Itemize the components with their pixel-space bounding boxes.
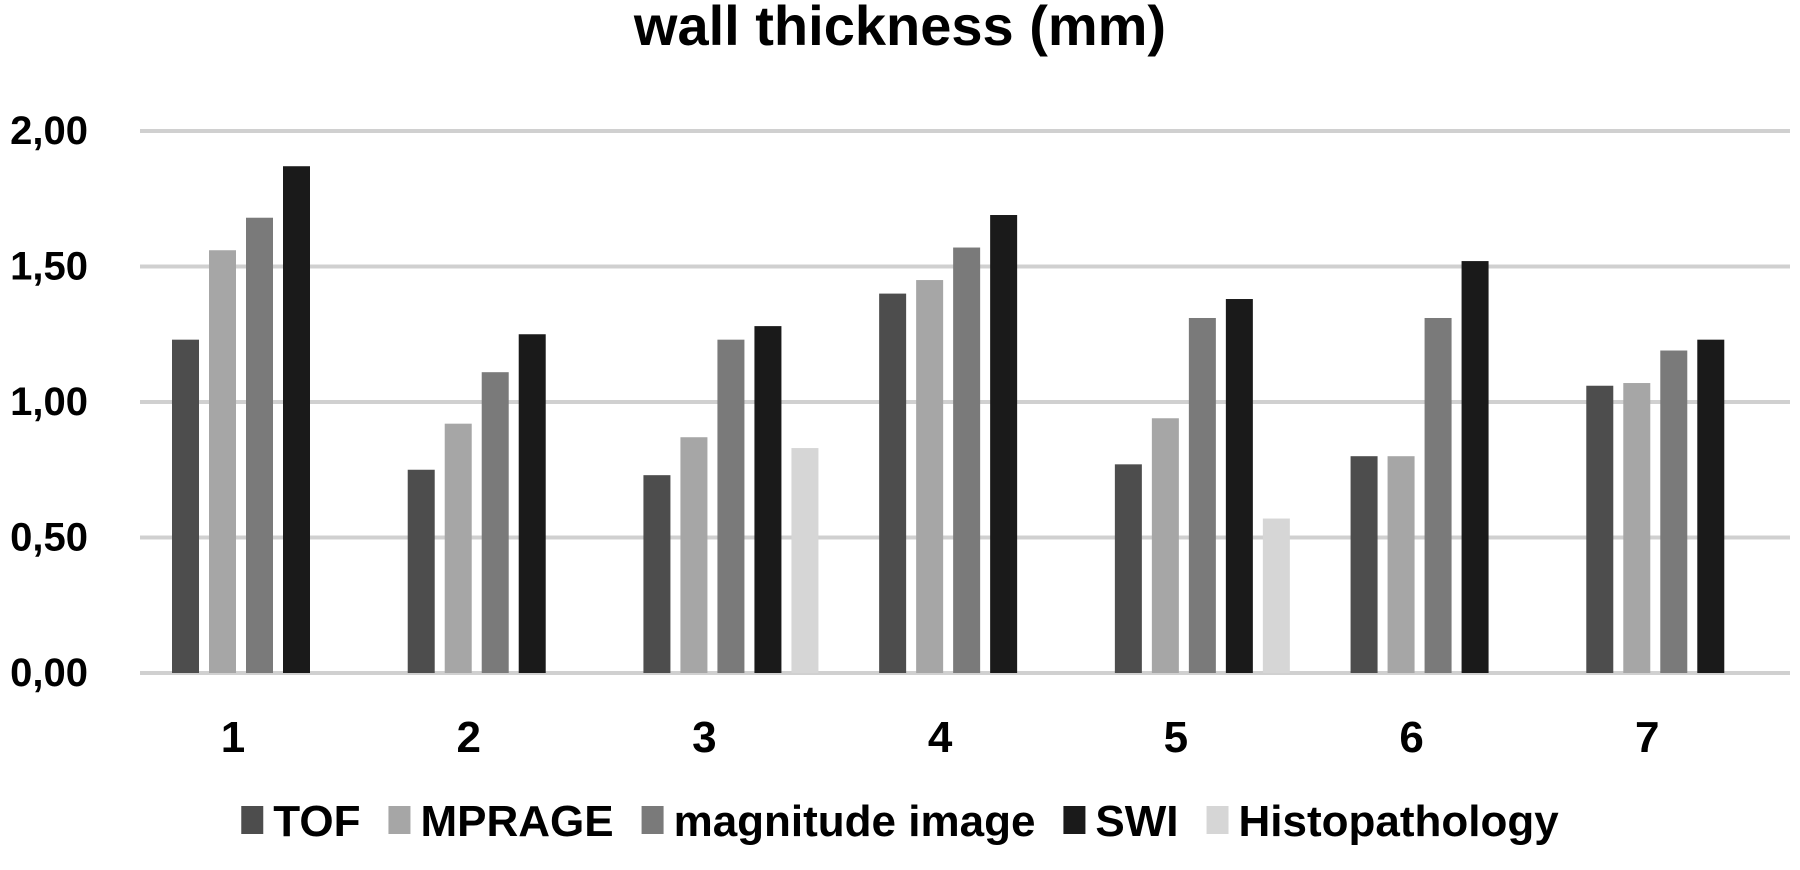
y-tick-label: 2,00 (10, 109, 88, 153)
x-tick-label: 3 (692, 713, 716, 762)
x-tick-label: 4 (928, 713, 953, 762)
bar-swi-1 (283, 166, 310, 674)
y-tick-label: 0,50 (10, 516, 88, 560)
bar-swi-4 (990, 215, 1018, 673)
legend-item-magnitude-image: magnitude image (641, 797, 1036, 846)
bar-mprage-2 (444, 423, 472, 673)
bar-tof-2 (407, 469, 435, 673)
bar-histopathology-3 (791, 448, 819, 673)
legend-swatch (1206, 806, 1229, 834)
bar-mprage-1 (209, 250, 236, 674)
chart-title: wall thickness (mm) (633, 0, 1166, 57)
bar-tof-5 (1114, 464, 1142, 673)
bar-histopathology-5 (1262, 518, 1290, 673)
x-tick-label: 1 (221, 713, 245, 762)
bar-magnitude-image-5 (1188, 317, 1216, 673)
bar-magnitude-image-7 (1660, 350, 1688, 673)
bar-mprage-4 (916, 280, 944, 673)
bar-mprage-7 (1623, 383, 1651, 673)
x-tick-label: 5 (1164, 713, 1188, 762)
x-axis-tick-labels: 1 2 3 4 5 6 7 (221, 713, 1660, 762)
legend-item-histopathology: Histopathology (1206, 797, 1560, 846)
legend: TOF MPRAGE magnitude image SWI Histopatholog… (241, 797, 1559, 846)
bar-swi-3 (754, 326, 782, 673)
legend-item-swi: SWI (1063, 797, 1179, 846)
legend-item-mprage: MPRAGE (388, 797, 614, 846)
bar-tof-3 (643, 475, 671, 673)
y-tick-label: 1,00 (10, 380, 88, 424)
bar-magnitude-image-6 (1424, 317, 1452, 673)
y-tick-label: 1,50 (10, 245, 88, 289)
legend-label: magnitude image (674, 797, 1036, 846)
legend-label: TOF (273, 797, 360, 846)
bar-swi-2 (518, 334, 546, 673)
bar-magnitude-image-4 (953, 247, 981, 673)
legend-swatch (641, 806, 664, 834)
y-tick-label: 0,00 (10, 651, 88, 695)
y-axis-tick-labels: 0,00 0,50 1,00 1,50 2,00 (10, 109, 88, 695)
bar-swi-5 (1225, 299, 1253, 673)
bar-mprage-3 (680, 437, 708, 673)
bar-magnitude-image-2 (481, 372, 509, 673)
x-tick-label: 2 (456, 713, 480, 762)
x-tick-label: 7 (1635, 713, 1659, 762)
legend-swatch (241, 806, 264, 834)
legend-swatch (388, 806, 411, 834)
bar-magnitude-image-1 (246, 217, 273, 673)
bar-tof-4 (879, 293, 907, 673)
bar-mprage-5 (1151, 418, 1179, 673)
bar-swi-7 (1697, 339, 1725, 673)
bar-mprage-6 (1387, 456, 1415, 673)
x-tick-label: 6 (1399, 713, 1423, 762)
legend-item-tof: TOF (241, 797, 360, 846)
legend-label: SWI (1095, 797, 1178, 846)
bar-tof-7 (1586, 385, 1614, 673)
legend-label: Histopathology (1239, 797, 1560, 846)
bar-tof-1 (172, 339, 199, 673)
bar-magnitude-image-3 (717, 339, 745, 673)
bars (172, 166, 1725, 674)
bar-tof-6 (1350, 456, 1378, 673)
legend-swatch (1063, 806, 1086, 834)
legend-label: MPRAGE (420, 797, 613, 846)
bar-swi-6 (1461, 261, 1489, 673)
